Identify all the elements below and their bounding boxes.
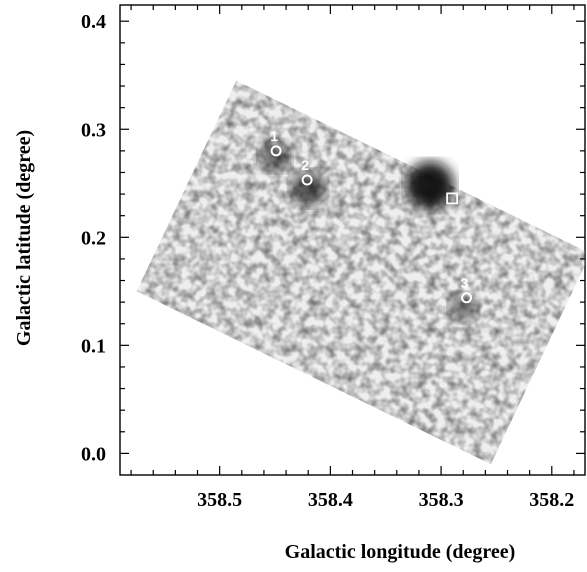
y-tick-labels: 0.0 0.1 0.2 0.3 0.4	[81, 11, 106, 465]
y-tick-label: 0.2	[81, 227, 106, 249]
x-axis-label: Galactic longitude (degree)	[285, 541, 516, 563]
square-marker-1	[446, 192, 459, 205]
source-3-label: 3	[461, 275, 469, 291]
x-tick-labels: 358.5 358.4 358.3 358.2	[197, 489, 574, 511]
emission-spot-1	[406, 161, 454, 210]
emission-spot-4	[449, 293, 478, 322]
emission-spot-2	[290, 170, 326, 207]
image-field	[136, 80, 585, 465]
source-1-marker	[270, 145, 282, 157]
axis-ticks	[120, 5, 585, 475]
y-axis-label: Galactic latitude (degree)	[13, 130, 35, 346]
source-1-label: 1	[270, 128, 278, 144]
y-tick-label: 0.4	[81, 11, 106, 33]
source-2-marker	[301, 174, 313, 186]
field-noise	[136, 80, 585, 465]
x-tick-label: 358.3	[419, 489, 464, 511]
source-3-marker	[461, 292, 473, 304]
y-tick-label: 0.3	[81, 119, 106, 141]
x-tick-label: 358.4	[308, 489, 353, 511]
y-tick-label: 0.1	[81, 335, 106, 357]
y-tick-label: 0.0	[81, 443, 106, 465]
x-tick-label: 358.5	[197, 489, 242, 511]
x-tick-label: 358.2	[529, 489, 574, 511]
source-2-label: 2	[301, 157, 309, 173]
source-markers: 1 2 3	[270, 128, 473, 304]
emission-spot-3	[259, 140, 291, 172]
emission-spots	[259, 140, 478, 322]
